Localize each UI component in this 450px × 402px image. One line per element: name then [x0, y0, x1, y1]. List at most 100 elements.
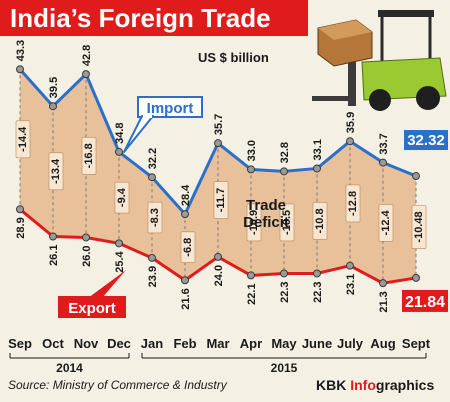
import-value-label: 34.8 — [114, 122, 126, 143]
deficit-value-box — [147, 201, 163, 234]
deficit-value-box — [114, 181, 130, 214]
deficit-value-label: -12.4 — [380, 209, 392, 235]
export-point — [313, 269, 321, 278]
x-tick-label: Nov — [74, 336, 99, 351]
import-point — [214, 139, 222, 148]
export-point — [181, 276, 189, 285]
import-callout: Import — [123, 96, 203, 153]
export-point — [49, 232, 57, 241]
credit-prefix: KBK — [316, 377, 350, 393]
deficit-value-label: -14.4 — [17, 126, 29, 152]
import-point — [181, 210, 189, 219]
import-value-label: 33.0 — [246, 140, 258, 161]
export-point — [115, 239, 123, 248]
x-tick-label: Jan — [141, 336, 163, 351]
deficit-label-line-2: Deficit — [243, 214, 289, 231]
x-tick-label: June — [302, 336, 332, 351]
deficit-value-label: -10.5 — [281, 210, 293, 235]
export-value-label: 22.3 — [312, 281, 324, 302]
import-value-label: 32.8 — [279, 142, 291, 163]
import-point — [115, 147, 123, 156]
deficit-value-label: -13.4 — [50, 158, 62, 184]
deficit-value-box — [411, 205, 427, 249]
export-value-label: 23.1 — [345, 274, 357, 295]
import-value-label: 33.1 — [312, 139, 324, 160]
deficit-value-label: -8.3 — [149, 208, 161, 227]
export-value-label: 25.4 — [114, 250, 126, 272]
import-point — [16, 65, 24, 74]
export-point — [148, 253, 156, 262]
export-callout-label: Export — [68, 300, 116, 317]
x-tick-label: July — [337, 336, 364, 351]
forklift-illustration — [312, 10, 447, 111]
import-point — [313, 164, 321, 173]
export-value-label: 22.3 — [279, 281, 291, 302]
import-point — [82, 70, 90, 79]
deficit-value-label: -6.8 — [182, 238, 194, 257]
export-last-value-box — [402, 289, 448, 312]
export-value-label: 21.3 — [378, 291, 390, 312]
import-callout-box — [137, 96, 203, 118]
export-value-label: 23.9 — [147, 266, 159, 287]
export-point — [16, 205, 24, 214]
x-tick-label: Oct — [42, 336, 64, 351]
forklift-front-wheel — [369, 89, 391, 111]
deficit-value-box — [279, 203, 295, 242]
x-tick-label: Aug — [370, 336, 395, 351]
export-value-label: 26.1 — [48, 245, 60, 266]
x-tick-label: Apr — [240, 336, 262, 351]
export-last-value-label: 21.84 — [405, 294, 445, 311]
import-last-value-box — [404, 130, 448, 151]
deficit-value-box — [312, 202, 328, 240]
deficit-value-label: -9.4 — [116, 187, 128, 207]
import-last-value-label: 32.32 — [407, 132, 445, 149]
unit-label: US $ billion — [198, 50, 269, 65]
import-value-label: 39.5 — [48, 77, 60, 98]
deficit-value-label: -11.7 — [215, 188, 227, 212]
deficit-value-label: -10.8 — [314, 208, 326, 233]
export-callout-pointer — [88, 270, 126, 298]
deficit-value-box — [15, 120, 31, 159]
x-tick-label: Dec — [107, 336, 131, 351]
export-point — [379, 279, 387, 288]
deficit-value-box — [213, 181, 229, 219]
import-point — [280, 167, 288, 176]
import-point — [247, 165, 255, 174]
title-banner: India’s Foreign Trade — [0, 0, 308, 36]
forklift-rear-wheel — [416, 86, 440, 110]
credit-emphasis: Info — [350, 377, 376, 393]
import-point — [148, 173, 156, 182]
deficit-value-box — [81, 137, 97, 175]
chart-title: India’s Foreign Trade — [10, 3, 271, 33]
credit: KBK Infographics — [316, 377, 434, 393]
import-value-label: 33.7 — [378, 133, 390, 154]
export-callout-box — [58, 296, 126, 318]
export-value-label: 24.0 — [213, 265, 225, 286]
import-value-label: 35.7 — [213, 114, 225, 135]
import-value-label: 42.8 — [81, 45, 93, 66]
export-point — [214, 252, 222, 261]
deficit-value-label: -10.48 — [413, 211, 425, 242]
import-point — [379, 158, 387, 167]
import-point — [346, 137, 354, 146]
deficit-value-box — [48, 152, 64, 191]
export-point — [247, 271, 255, 280]
deficit-value-label: -12.8 — [347, 191, 359, 216]
deficit-value-box — [378, 204, 394, 242]
deficit-value-label: -10.9 — [248, 210, 260, 235]
import-value-label: 28.4 — [180, 184, 192, 206]
deficit-label-line-1: Trade — [246, 197, 286, 214]
import-callout-label: Import — [147, 100, 194, 117]
deficit-value-box — [246, 203, 262, 242]
deficit-value-box — [180, 231, 196, 263]
x-tick-label: May — [271, 336, 297, 351]
export-point — [280, 269, 288, 278]
import-value-label: 35.9 — [345, 112, 357, 133]
x-tick-label: Feb — [173, 336, 196, 351]
deficit-label: Trade Deficit — [243, 197, 289, 231]
import-point — [49, 102, 57, 111]
export-point — [412, 273, 420, 282]
export-value-label: 21.6 — [180, 288, 192, 309]
